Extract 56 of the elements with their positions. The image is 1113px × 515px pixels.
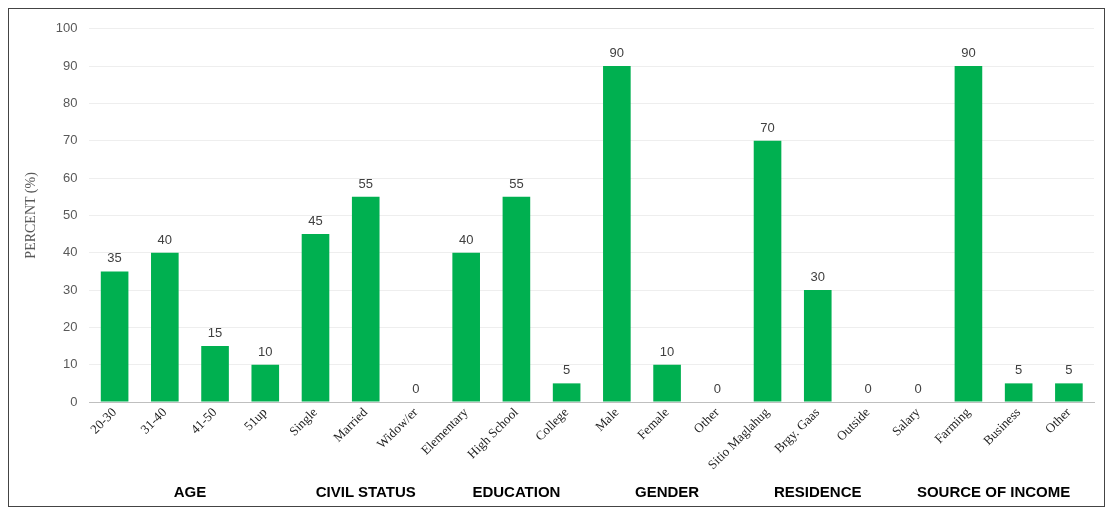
data-label: 10 <box>258 343 273 359</box>
y-tick-label: 20 <box>63 318 78 334</box>
data-label: 55 <box>509 175 524 191</box>
data-label: 35 <box>107 250 122 266</box>
text: GENDER <box>634 482 700 500</box>
data-label: 5 <box>1015 362 1023 378</box>
y-tick-label: 10 <box>63 356 78 372</box>
bar <box>1055 383 1083 402</box>
data-label: 90 <box>961 45 976 61</box>
data-label: 0 <box>914 381 922 397</box>
x-tick-label: Brgy. Gaas <box>771 404 823 456</box>
data-label: 5 <box>1065 362 1073 378</box>
data-label: 40 <box>157 231 173 247</box>
bar <box>803 290 832 402</box>
y-tick-label: 70 <box>63 132 78 148</box>
y-tick-label: 100 <box>55 20 78 36</box>
data-label: 10 <box>659 343 675 359</box>
bar <box>753 140 782 402</box>
data-label: 0 <box>864 381 872 397</box>
y-tick-label: 30 <box>63 281 78 297</box>
bar <box>954 66 983 402</box>
data-label: 70 <box>760 119 775 135</box>
text: EDUCATION <box>472 482 561 500</box>
text: AGE <box>173 482 207 500</box>
bar <box>351 196 380 402</box>
bar <box>151 252 179 402</box>
bar <box>1004 383 1033 402</box>
bar <box>653 364 681 402</box>
data-label: 55 <box>358 175 373 191</box>
x-tick-label: 51up <box>240 404 270 434</box>
y-tick-label: 90 <box>63 57 78 73</box>
data-label: 40 <box>458 231 474 247</box>
data-label: 0 <box>713 381 721 397</box>
bar <box>251 364 280 402</box>
bar <box>452 252 480 402</box>
y-tick-label: 40 <box>63 244 78 260</box>
y-axis-title: PERCENT (%) <box>23 171 40 259</box>
data-label: 0 <box>412 381 420 397</box>
y-tick-label: 80 <box>63 95 78 111</box>
bar <box>552 383 581 402</box>
data-label: 5 <box>563 362 571 378</box>
y-tick-label: 50 <box>63 206 78 222</box>
text: CIVIL STATUS <box>315 482 416 500</box>
text: RESIDENCE <box>773 482 862 500</box>
source-note: SOURCE OF INCOME <box>916 482 1071 500</box>
y-tick-label: 60 <box>63 169 78 185</box>
bar <box>100 271 129 402</box>
data-label: 45 <box>308 213 323 229</box>
bar <box>603 66 631 402</box>
bar <box>201 346 229 402</box>
data-label: 90 <box>609 45 625 61</box>
bar <box>502 196 531 402</box>
data-label: 15 <box>207 325 223 341</box>
bar <box>301 234 330 402</box>
data-label: 30 <box>810 269 825 285</box>
y-tick-label: 0 <box>70 393 78 409</box>
